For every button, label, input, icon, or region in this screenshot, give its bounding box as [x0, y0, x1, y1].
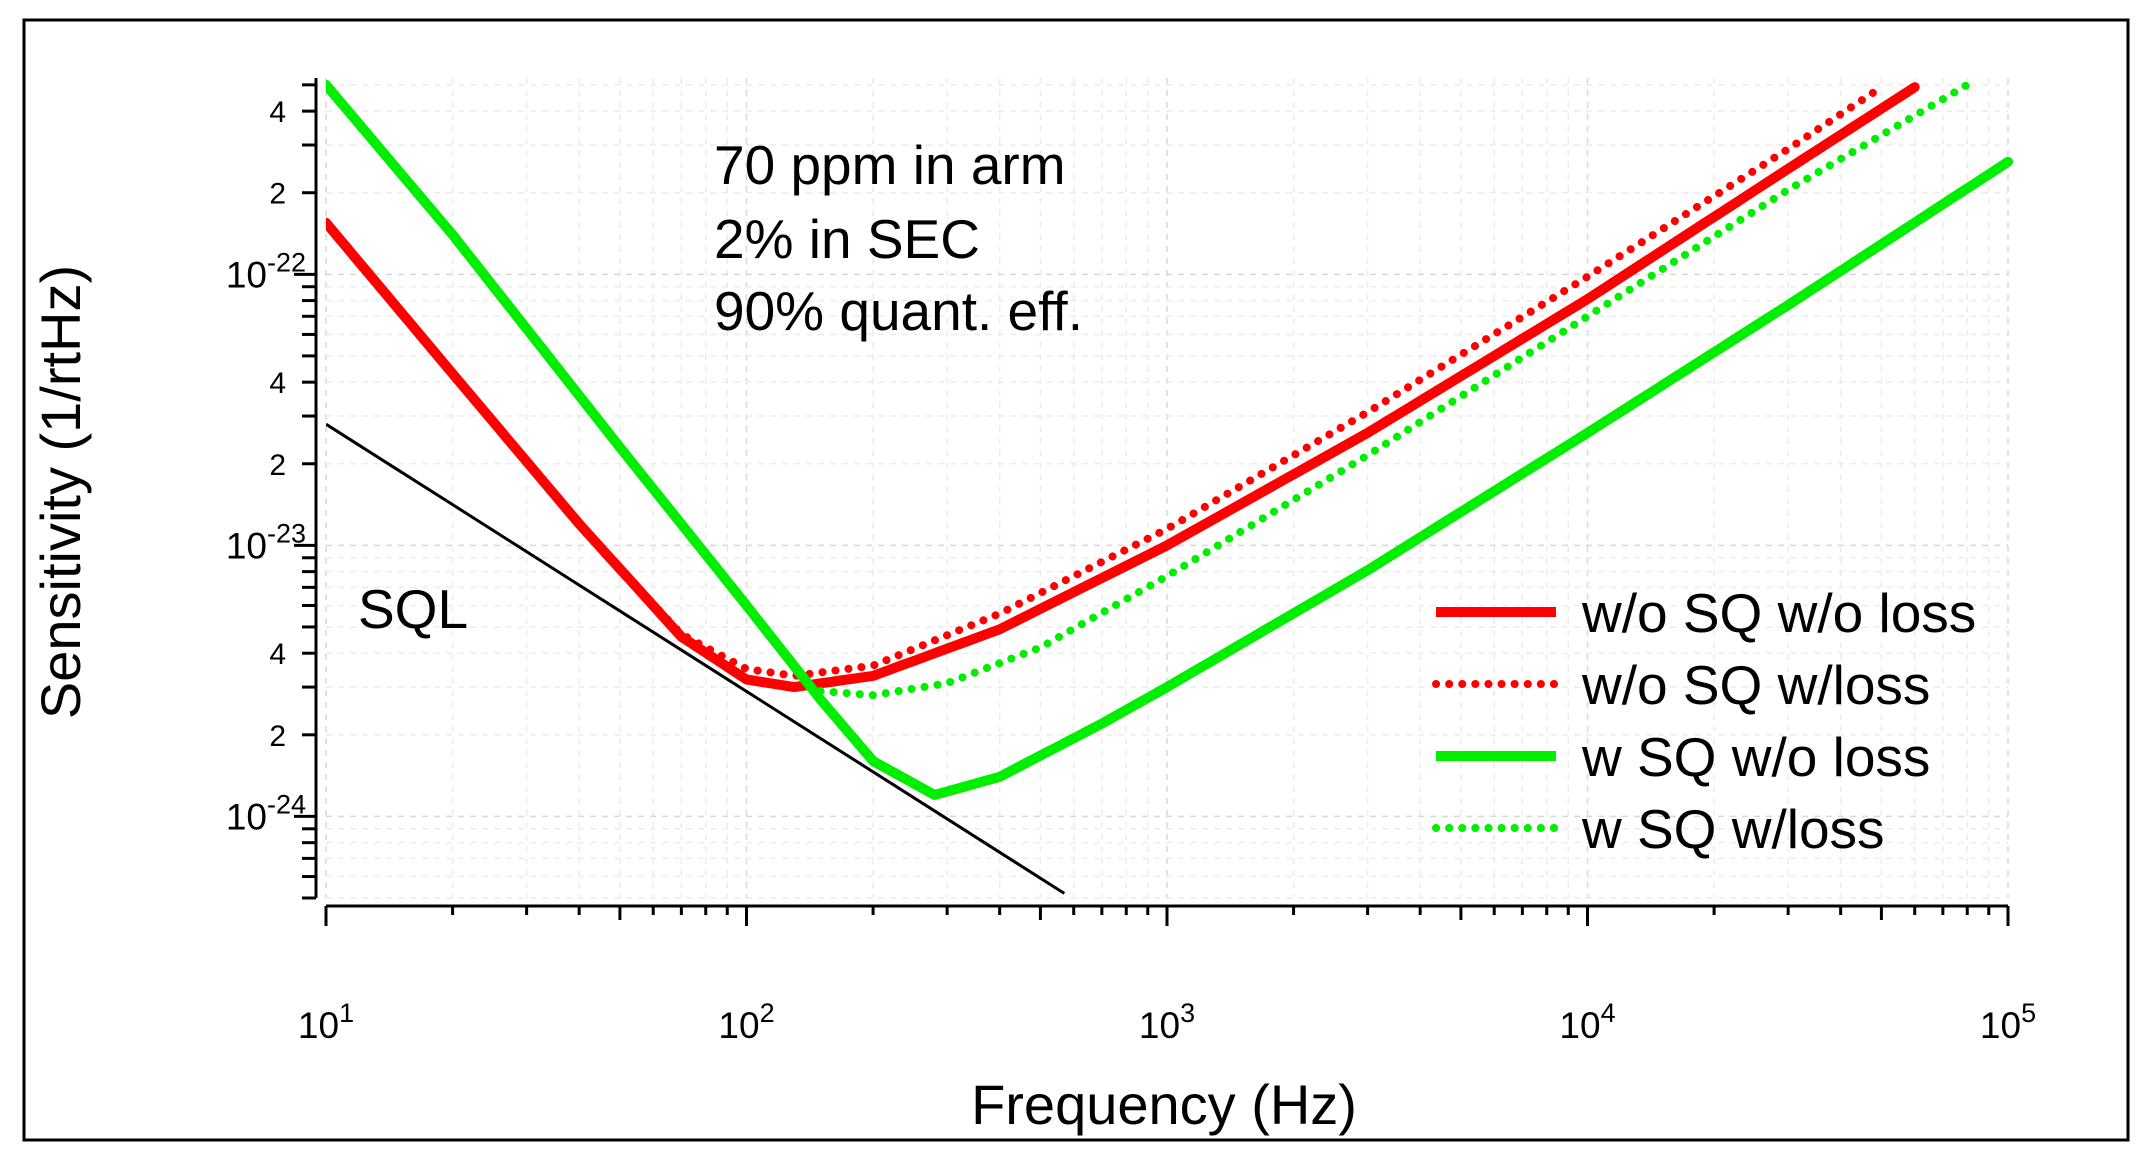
- y-minor-tick-label: 4: [269, 638, 286, 671]
- sql-line: [326, 422, 1066, 895]
- y-minor-tick-label: 4: [269, 96, 286, 129]
- legend-label-2: w SQ w/o loss: [1581, 726, 1930, 788]
- plot-series: [326, 79, 2013, 895]
- legend-label-1: w/o SQ w/loss: [1581, 654, 1930, 716]
- annotation-arm-loss: 70 ppm in arm: [714, 134, 1066, 196]
- x-tick-label: 104: [1559, 998, 1615, 1046]
- y-axis-title: Sensitivity (1/rtHz): [29, 265, 92, 719]
- y-tick-label: 10-22: [226, 247, 306, 295]
- sql-label: SQL: [358, 578, 468, 640]
- x-tick-label: 101: [298, 998, 354, 1046]
- legend: w/o SQ w/o loss w/o SQ w/loss w SQ w/o l…: [1432, 582, 1976, 860]
- axes: [294, 78, 2010, 926]
- annotation-quantum-efficiency: 90% quant. eff.: [714, 280, 1083, 342]
- y-minor-tick-label: 2: [269, 449, 286, 482]
- legend-label-0: w/o SQ w/o loss: [1581, 582, 1976, 644]
- y-tick-label: 10-23: [226, 518, 306, 566]
- x-tick-label: 103: [1139, 998, 1195, 1046]
- series-w-sq-w-o-loss: [326, 79, 2013, 800]
- grid-lines: [325, 78, 2009, 899]
- y-tick-label: 10-24: [226, 789, 306, 837]
- tick-labels: 101 102 103 104 105 10-24 10-23 10-22 2 4 2 4 2 4: [226, 96, 2036, 1046]
- y-minor-tick-label: 2: [269, 720, 286, 753]
- series-w-sq-w-loss: [816, 80, 1972, 700]
- series-w-o-sq-w-loss: [326, 83, 1886, 680]
- y-minor-tick-label: 2: [269, 178, 286, 211]
- x-axis-title: Frequency (Hz): [971, 1073, 1357, 1136]
- annotation-sec-loss: 2% in SEC: [714, 208, 980, 270]
- legend-label-3: w SQ w/loss: [1581, 798, 1885, 860]
- x-tick-label: 105: [1980, 998, 2036, 1046]
- y-minor-tick-label: 4: [269, 367, 286, 400]
- x-tick-label: 102: [718, 998, 774, 1046]
